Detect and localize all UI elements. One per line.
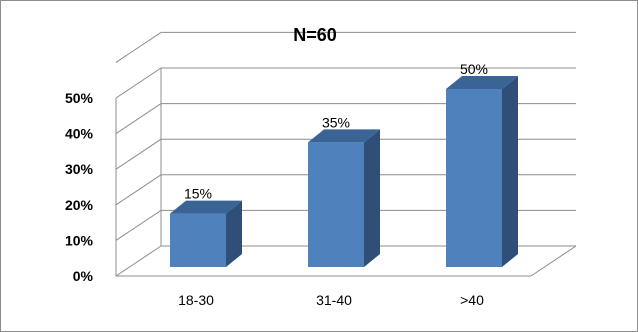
bar-side [364, 129, 380, 267]
y-tick-label: 20% [65, 197, 94, 213]
gridline-side [115, 245, 162, 277]
bar [308, 129, 380, 267]
x-tick-label: 18-30 [178, 292, 214, 308]
gridline-side [115, 31, 162, 63]
chart-title: N=60 [293, 25, 337, 45]
data-label: 35% [322, 114, 350, 130]
bar-top [446, 76, 518, 89]
data-label: 50% [460, 61, 488, 77]
x-tick-label: >40 [460, 292, 484, 308]
floor-right-edge [530, 245, 577, 277]
data-labels: 15% 35% 50% [184, 61, 488, 202]
bar [446, 76, 518, 267]
x-tick-label: 31-40 [316, 292, 352, 308]
bar-top [170, 200, 242, 214]
x-axis-ticks: 18-30 31-40 >40 [178, 292, 484, 308]
y-tick-label: 30% [65, 161, 94, 177]
y-tick-label: 0% [73, 268, 94, 284]
bar-side [502, 76, 518, 267]
bar-side [226, 200, 242, 267]
gridline-side [115, 138, 162, 170]
y-tick-label: 40% [65, 126, 94, 142]
chart-walls [115, 68, 577, 277]
y-tick-label: 10% [65, 232, 94, 248]
bar-front [446, 89, 502, 267]
bar-front [308, 142, 364, 267]
gridline-side [115, 103, 162, 135]
bars [170, 76, 518, 267]
bar [170, 200, 242, 267]
y-tick-label: 50% [65, 90, 94, 106]
gridline-side [115, 67, 162, 99]
bar-top [308, 129, 380, 143]
gridline-side [115, 174, 162, 206]
bar-front [170, 213, 226, 267]
gridline-side [115, 209, 162, 241]
data-label: 15% [184, 186, 212, 202]
y-axis-ticks: 0% 10% 20% 30% 40% 50% [65, 90, 94, 284]
